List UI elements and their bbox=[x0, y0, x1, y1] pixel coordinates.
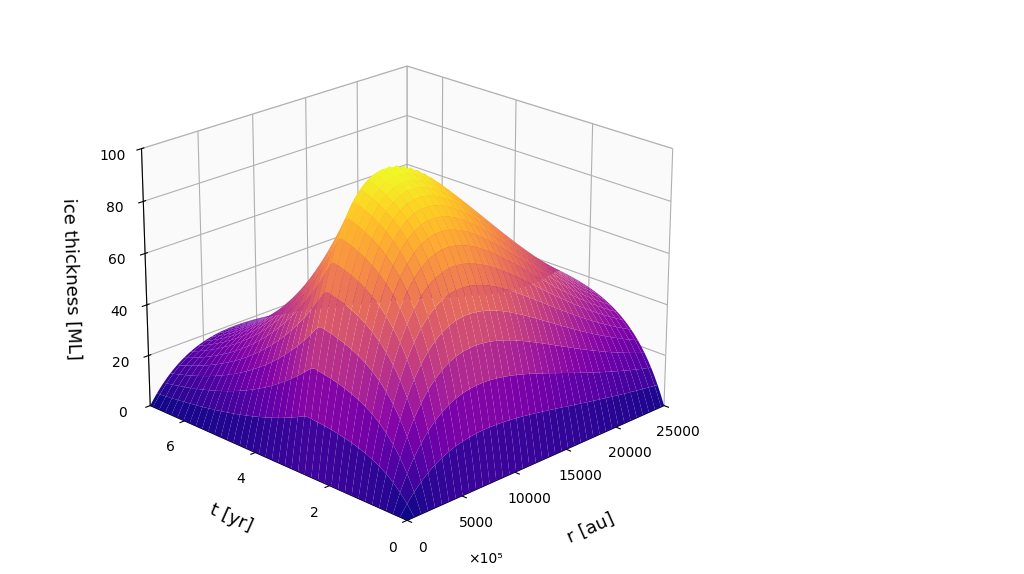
Text: ×10⁵: ×10⁵ bbox=[468, 552, 503, 565]
X-axis label: r [au]: r [au] bbox=[564, 510, 617, 547]
Y-axis label: t [yr]: t [yr] bbox=[207, 501, 256, 536]
